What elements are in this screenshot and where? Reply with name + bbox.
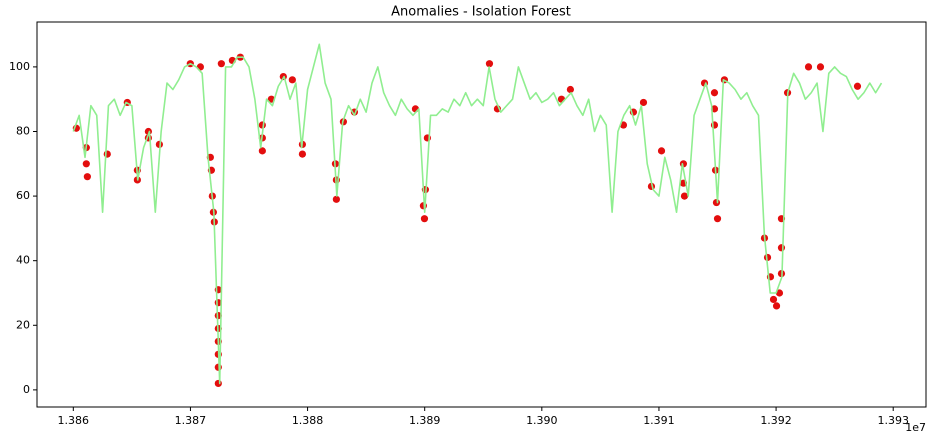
- x-tick-label: 1.387: [175, 414, 207, 427]
- x-tick-label: 1.388: [292, 414, 324, 427]
- anomaly-point: [804, 63, 813, 71]
- x-offset-label: 1e7: [905, 421, 926, 434]
- anomaly-point: [710, 89, 719, 97]
- y-tick-label: 40: [16, 254, 30, 267]
- x-tick-label: 1.392: [760, 414, 792, 427]
- anomaly-point: [772, 302, 781, 310]
- y-tick-label: 0: [23, 383, 30, 396]
- anomaly-point: [214, 379, 222, 388]
- x-tick-label: 1.393: [877, 414, 909, 427]
- x-tick-label: 1.391: [643, 414, 675, 427]
- x-tick-label: 1.390: [526, 414, 558, 427]
- anomaly-point: [777, 244, 786, 252]
- y-tick-label: 80: [16, 124, 30, 137]
- anomaly-point: [775, 289, 784, 297]
- anomaly-point: [288, 76, 296, 84]
- anomaly-point: [816, 63, 825, 71]
- anomaly-point: [485, 60, 494, 68]
- anomaly-point: [103, 150, 111, 158]
- plot-frame: [36, 21, 927, 408]
- anomaly-point: [712, 198, 721, 207]
- x-tick-label: 1.389: [409, 414, 441, 427]
- anomaly-point: [155, 140, 163, 149]
- chart-title: Anomalies - Isolation Forest: [391, 5, 571, 20]
- anomaly-point: [639, 98, 648, 107]
- anomaly-point: [769, 295, 778, 304]
- anomaly-point: [713, 215, 722, 223]
- anomaly-point: [82, 160, 90, 168]
- anomaly-point: [657, 147, 666, 155]
- anomaly-point: [217, 60, 225, 68]
- y-tick-label: 100: [9, 60, 30, 73]
- anomaly-point: [332, 195, 340, 203]
- anomaly-point: [214, 311, 222, 320]
- anomaly-point: [420, 215, 429, 223]
- anomaly-point: [853, 82, 862, 90]
- series-line: [72, 43, 883, 385]
- y-tick-label: 60: [16, 189, 30, 202]
- x-tick-label: 1.386: [58, 414, 90, 427]
- anomaly-point: [566, 85, 575, 94]
- anomaly-point: [298, 150, 307, 158]
- anomaly-point: [83, 173, 91, 181]
- y-tick-label: 20: [16, 318, 30, 331]
- anomaly-point: [680, 192, 689, 200]
- anomaly-point: [258, 147, 266, 155]
